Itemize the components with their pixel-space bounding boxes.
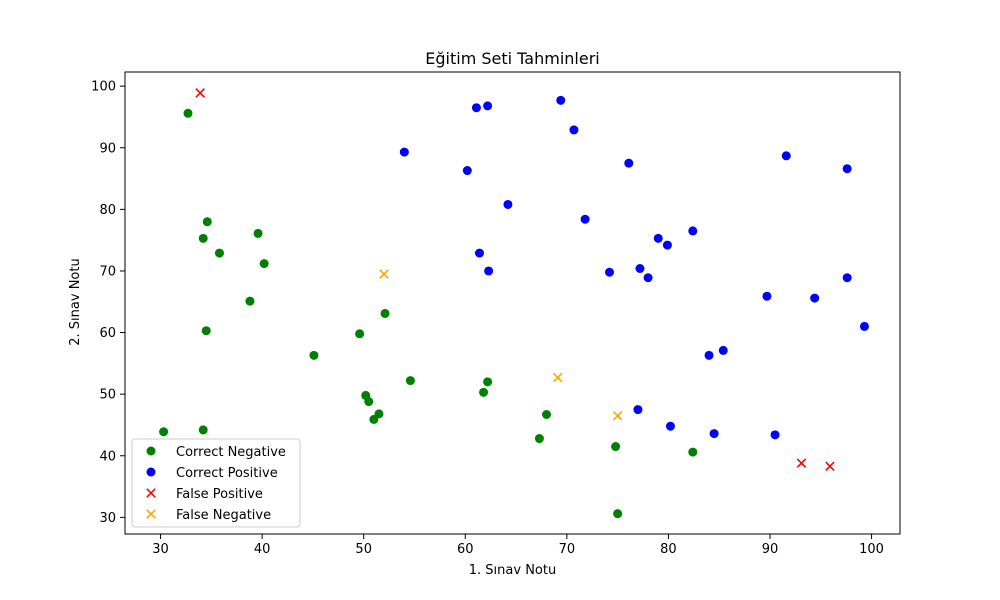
- data-point: [810, 293, 820, 303]
- data-point: [355, 329, 365, 339]
- data-point: [462, 166, 472, 176]
- x-tick-label: 40: [254, 542, 271, 557]
- y-tick-label: 80: [99, 203, 116, 218]
- data-point: [556, 95, 566, 105]
- data-point: [665, 421, 675, 431]
- x-tick-label: 60: [457, 542, 474, 557]
- data-point: [479, 387, 489, 397]
- legend-label: Correct Negative: [176, 445, 286, 460]
- data-point: [569, 125, 579, 135]
- data-point: [662, 240, 672, 250]
- data-point: [405, 376, 415, 386]
- y-tick-label: 30: [99, 511, 116, 526]
- axes: 30 40 50 60 70 80 90 100 30 40 50 60 70 80 90 100: [91, 71, 901, 557]
- data-point: [688, 226, 698, 236]
- data-point: [796, 458, 807, 468]
- data-point: [474, 248, 484, 258]
- data-point: [503, 199, 513, 209]
- data-point: [183, 108, 193, 118]
- y-tick-label: 70: [99, 264, 116, 279]
- y-tick-label: 100: [91, 80, 116, 95]
- series-false-negative: [379, 269, 623, 421]
- data-point: [718, 345, 728, 355]
- data-point: [770, 430, 780, 440]
- series-correct-positive: [399, 95, 869, 440]
- data-point: [195, 88, 205, 98]
- legend-marker: [146, 467, 156, 477]
- data-point: [688, 447, 698, 457]
- data-point: [842, 164, 852, 174]
- data-point: [653, 233, 663, 243]
- data-point: [483, 101, 493, 111]
- legend-label: False Negative: [176, 508, 271, 523]
- chart-title: Eğitim Seti Tahminleri: [425, 49, 599, 68]
- data-point: [781, 151, 791, 161]
- x-tick-label: 80: [660, 542, 677, 557]
- data-point: [552, 372, 563, 383]
- data-point: [214, 248, 224, 258]
- data-point: [309, 350, 319, 360]
- data-point: [709, 429, 719, 439]
- data-point: [825, 461, 835, 472]
- data-point: [534, 434, 544, 444]
- legend-label: Correct Positive: [176, 466, 278, 481]
- data-point: [379, 269, 389, 279]
- data-point: [580, 214, 590, 224]
- data-point: [202, 217, 212, 227]
- data-point: [198, 425, 208, 435]
- data-point: [842, 273, 852, 283]
- legend-marker: [146, 446, 156, 456]
- legend-marker: [146, 488, 156, 498]
- x-tick-label: 30: [152, 542, 169, 557]
- data-point: [484, 266, 494, 276]
- data-point: [613, 509, 623, 519]
- legend: Correct Negative Correct Positive False Po…: [131, 438, 301, 528]
- plot-area: [159, 88, 869, 519]
- data-point: [635, 264, 645, 274]
- data-point: [471, 103, 481, 113]
- legend-marker: [146, 509, 156, 519]
- data-point: [633, 405, 643, 415]
- x-axis-title: 1. Sınav Notu: [469, 563, 556, 578]
- x-tick-label: 50: [355, 542, 372, 557]
- x-tick-label: 100: [859, 542, 884, 557]
- data-point: [253, 228, 263, 238]
- data-point: [259, 259, 269, 269]
- data-point: [245, 296, 255, 306]
- y-tick-label: 40: [99, 449, 116, 464]
- data-point: [542, 409, 552, 419]
- data-point: [859, 321, 869, 331]
- data-point: [201, 326, 211, 336]
- data-point: [762, 291, 772, 301]
- data-point: [159, 427, 169, 437]
- y-tick-label: 60: [99, 326, 116, 341]
- data-point: [611, 442, 621, 452]
- data-point: [364, 397, 374, 407]
- data-point: [704, 350, 714, 360]
- y-tick-label: 50: [99, 388, 116, 403]
- x-tick-label: 70: [559, 542, 576, 557]
- data-point: [612, 410, 623, 421]
- legend-label: False Positive: [176, 487, 263, 502]
- data-point: [624, 158, 634, 168]
- y-axis-title: 2. Sınav Notu: [68, 258, 83, 345]
- x-tick-label: 90: [762, 542, 779, 557]
- data-point: [198, 233, 208, 243]
- series-correct-negative: [159, 108, 698, 519]
- data-point: [483, 377, 493, 387]
- series-false-positive: [195, 88, 835, 472]
- plot-frame: [124, 71, 901, 535]
- data-point: [380, 308, 390, 318]
- data-point: [369, 414, 379, 424]
- data-point: [605, 267, 615, 277]
- legend-box: [131, 438, 301, 528]
- data-point: [399, 147, 409, 157]
- data-point: [643, 273, 653, 283]
- y-tick-label: 90: [99, 141, 116, 156]
